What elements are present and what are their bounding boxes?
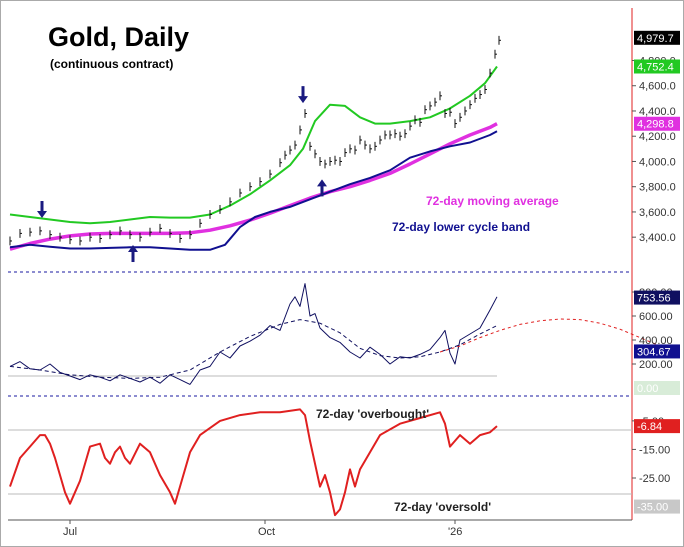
arrow-up-icon: [128, 245, 138, 263]
arrow-layer: [37, 86, 327, 263]
y-tick-label: -25.00: [639, 473, 670, 485]
value-badge: [634, 290, 680, 305]
value-badge-text: -35.00: [637, 502, 668, 514]
value-badge: [634, 30, 680, 45]
value-badge: [634, 344, 680, 359]
y-tick-label: 200.00: [639, 359, 673, 371]
oversold-label: 72-day 'oversold': [394, 500, 491, 514]
projection-line: [439, 318, 661, 353]
overbought-label: 72-day 'overbought': [316, 407, 429, 421]
value-badge-text: 4,752.4: [637, 61, 674, 73]
value-badge: [634, 499, 680, 514]
y-tick-label: 3,400.0: [639, 232, 676, 244]
arrow-up-icon: [317, 179, 327, 197]
cycle-indicator-line: [9, 408, 498, 517]
y-tick-label: 600.00: [639, 311, 673, 323]
y-tick-label: 3,800.0: [639, 182, 676, 194]
y-tick-label: 3,600.0: [639, 207, 676, 219]
value-badge-text: 304.67: [637, 346, 671, 358]
value-badge-text: 4,979.7: [637, 33, 674, 45]
price-bars: [9, 35, 501, 246]
y-tick-label: 4,200.0: [639, 131, 676, 143]
series-layer: [9, 35, 661, 517]
value-badge-text: -6.84: [637, 421, 662, 433]
y-tick-label: 400.00: [639, 335, 673, 347]
oscillator-line: [9, 283, 498, 385]
value-badge: [634, 419, 680, 434]
moving-average-label: 72-day moving average: [426, 194, 559, 208]
value-badge: [634, 59, 680, 74]
lower-band-label: 72-day lower cycle band: [392, 220, 530, 234]
y-tick-label: 4,000.0: [639, 156, 676, 168]
chart-subtitle: (continuous contract): [50, 57, 173, 71]
badge-layer: 4,979.7 4,752.4 4,298.8 753.56 304.67 0.00 -6.…: [634, 30, 680, 514]
chart-title: Gold, Daily: [48, 22, 189, 52]
y-tick-label: 4,600.0: [639, 81, 676, 93]
arrow-down-icon: [298, 86, 308, 104]
72-day-moving-average-line: [9, 122, 498, 251]
x-tick-label: Jul: [63, 526, 77, 538]
tick-layer: 4,800.04,600.04,400.04,200.04,000.03,800…: [63, 55, 676, 538]
value-badge-text: 0.00: [637, 383, 658, 395]
oscillator-average-line: [9, 319, 498, 379]
value-badge: [634, 116, 680, 131]
y-tick-label: -15.00: [639, 444, 670, 456]
y-tick-label: 4,400.0: [639, 106, 676, 118]
x-tick-label: '26: [448, 526, 462, 538]
72-day-lower-cycle-band-line: [9, 130, 498, 251]
value-badge-text: 753.56: [637, 293, 671, 305]
arrow-down-icon: [37, 200, 47, 218]
x-tick-label: Oct: [258, 526, 275, 538]
value-badge: [634, 381, 680, 395]
value-badge-text: 4,298.8: [637, 119, 674, 131]
